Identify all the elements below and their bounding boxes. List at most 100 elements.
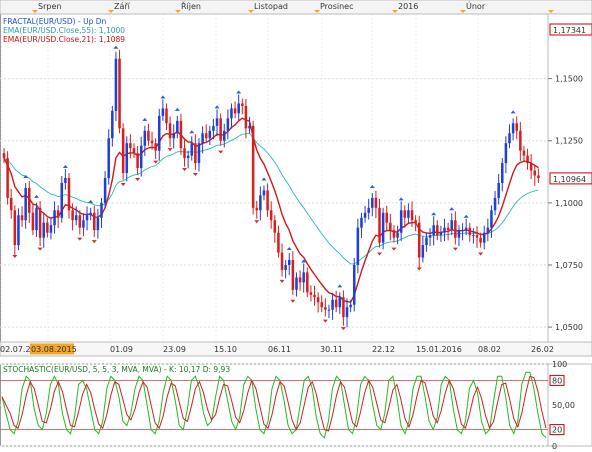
candle-body (132, 148, 136, 154)
fractal-down-arrow (254, 220, 260, 224)
month-label: Prosinec (320, 2, 353, 11)
candle-body (42, 222, 45, 238)
candle-body (82, 220, 85, 228)
candle-body (280, 252, 284, 270)
candle-body (378, 207, 381, 243)
candle-body (2, 153, 6, 159)
candle-body (522, 150, 526, 156)
candle-body (417, 222, 421, 258)
candle-body (28, 187, 31, 213)
fractal-down-arrow (153, 160, 159, 164)
candle-body (259, 195, 262, 211)
candle-body (313, 294, 316, 298)
candle-body (219, 118, 222, 141)
fractal-down-arrow (192, 173, 198, 177)
date-tick-label: 30.11 (320, 345, 343, 354)
candle-body (338, 297, 342, 308)
candle-body (60, 182, 64, 218)
candle-body (436, 225, 439, 236)
main-grid (0, 13, 549, 343)
candle-body (468, 227, 472, 236)
candle-body (482, 232, 486, 243)
candle-body (161, 108, 165, 116)
candle-body (67, 178, 71, 211)
top-axis-bar (0, 0, 592, 15)
candle-body (457, 230, 461, 238)
candle-body (165, 108, 168, 124)
price-tick-label: 1,1000 (555, 199, 583, 208)
candle-body (324, 307, 327, 310)
candle-body (93, 212, 96, 231)
candle-body (450, 220, 453, 231)
candle-body (486, 227, 490, 233)
fractal-up-arrow (261, 177, 267, 181)
fractal-up-arrow (286, 247, 292, 251)
candle-body (432, 225, 435, 236)
candle-body (421, 245, 425, 258)
candle-body (327, 309, 331, 311)
candle-body (147, 130, 150, 141)
fractal-down-arrow (218, 150, 224, 154)
fractal-up-arrow (431, 212, 437, 216)
fractal-down-arrow (135, 178, 141, 181)
candle-body (9, 197, 13, 211)
candle-body (504, 143, 508, 164)
candle-body (107, 138, 110, 178)
month-marker (460, 10, 466, 13)
stochastic-panel: 0 20 50,00 80 100 STOCHASTIC(EUR/USD, 5, 5, 3… (0, 360, 592, 451)
candle-body (439, 232, 443, 236)
candle-body (78, 215, 82, 228)
price-tick-label: 1,0750 (555, 261, 583, 270)
legend-entry: EMA(EUR/USD.Close,21): 1,1089 (3, 35, 125, 44)
candle-body (356, 227, 360, 265)
fractal-down-arrow (167, 148, 173, 152)
candle-body (284, 264, 287, 270)
candle-body (428, 235, 432, 238)
ema-55-line (3, 132, 539, 265)
candle-body (331, 299, 334, 310)
month-label: 2016 (398, 2, 418, 11)
candle-body (266, 190, 269, 211)
candle-body (392, 230, 396, 238)
month-label: Listopad (254, 2, 288, 11)
fractal-down-arrow (478, 252, 484, 256)
fractal-up-arrow (62, 165, 68, 169)
candle-body (262, 190, 266, 196)
candle-body (302, 272, 305, 283)
date-tick-label: 23.09 (163, 345, 186, 354)
candle-body (186, 155, 190, 159)
candle-body (316, 297, 320, 303)
price-tick-label: 1,0500 (555, 323, 583, 332)
candle-body (396, 232, 399, 238)
fractal-down-arrow (12, 255, 18, 259)
candle-body (172, 133, 175, 139)
candle-body (306, 272, 309, 293)
candle-body (277, 232, 280, 253)
stochastic-tick-label: 50,00 (552, 401, 575, 410)
candle-body (414, 220, 417, 223)
candle-body (100, 202, 103, 218)
candle-body (17, 215, 20, 246)
fractal-up-arrow (33, 194, 39, 198)
month-label: Září (114, 2, 131, 11)
fractal-down-arrow (77, 237, 83, 241)
candle-body (31, 212, 35, 231)
stochastic-tick-label: 100 (552, 360, 567, 369)
candle-body (410, 210, 414, 221)
fractal-up-arrow (160, 95, 166, 99)
month-marker (392, 10, 398, 13)
date-tick-label: 08.02 (478, 345, 501, 354)
fractal-down-arrow (377, 252, 383, 256)
fractal-down-arrow (91, 240, 97, 244)
candle-body (349, 304, 352, 308)
candle-body (371, 197, 374, 208)
fractal-up-arrow (510, 110, 516, 114)
candle-body (529, 163, 533, 171)
month-marker (248, 10, 254, 13)
candle-body (443, 227, 446, 233)
fractal-down-arrow (340, 327, 346, 331)
candle-body (501, 163, 504, 183)
candle-body (6, 158, 9, 198)
stochastic-k-line (1, 371, 547, 439)
